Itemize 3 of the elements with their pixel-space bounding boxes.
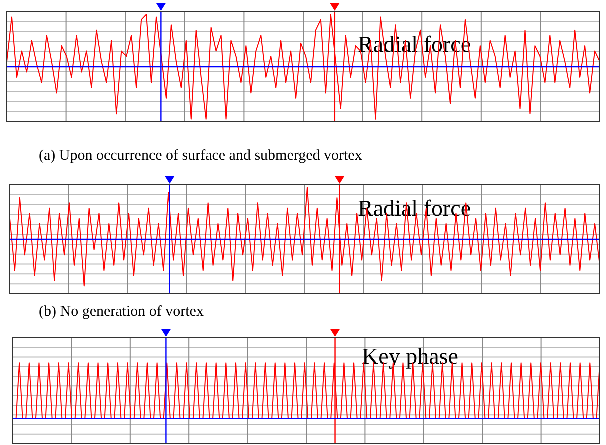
chart-title: Key phase (362, 344, 458, 369)
text: (b) No generation of vortex (39, 304, 204, 320)
text: (a) Upon occurrence of surface and submerged vortex (39, 148, 363, 164)
